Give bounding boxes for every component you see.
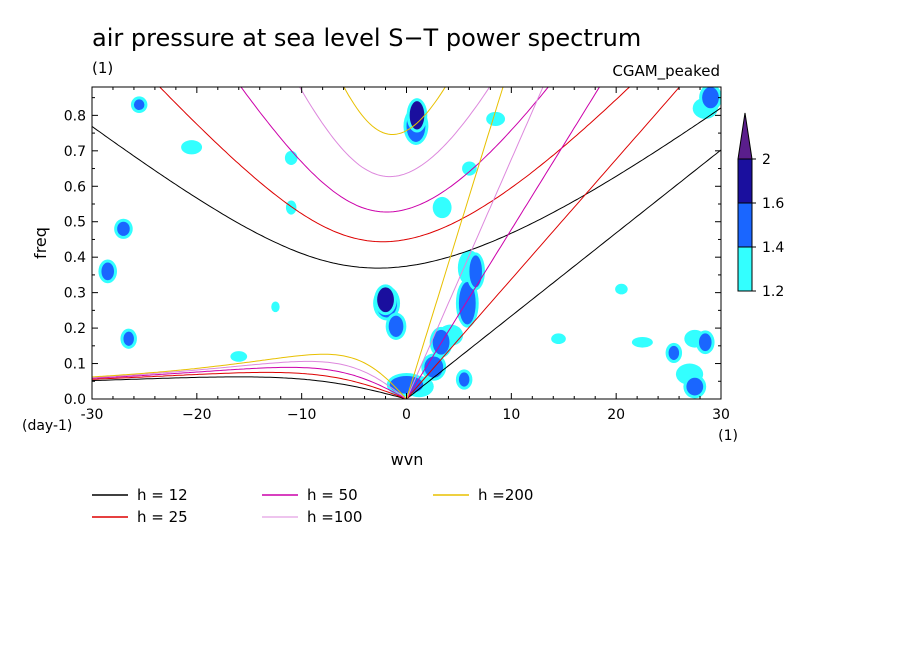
x-axis-label: wvn [391, 450, 424, 469]
spectrum-blob [101, 262, 115, 281]
x-tick-label: 0 [402, 407, 411, 423]
x-tick-label: 30 [712, 407, 730, 423]
chart-title: air pressure at sea level S−T power spec… [92, 24, 641, 52]
colorbar-label: 1.2 [762, 284, 784, 300]
x-tick-label: 20 [607, 407, 625, 423]
spectrum-blob [551, 333, 566, 345]
y-tick-label: 0.4 [64, 250, 86, 266]
curve-kelvin-h200 [406, 87, 504, 399]
spectrum-blob [469, 255, 482, 288]
curve-er-h12 [92, 376, 407, 399]
legend-label: h = 25 [137, 508, 188, 526]
curve-ig-h100 [299, 87, 491, 178]
spectrum-blob [284, 150, 298, 165]
x-tick-label: −20 [182, 407, 212, 423]
spectrum-blob [117, 221, 130, 236]
curve-er-h100 [92, 360, 407, 399]
dispersion-curves [92, 87, 721, 399]
colorbar-label: 2 [762, 152, 771, 168]
spectrum-blob [123, 331, 134, 346]
curve-kelvin-h100 [406, 87, 544, 399]
x-unit-label: (1) [718, 428, 738, 444]
y-tick-label: 0.2 [64, 321, 86, 337]
x-tick-label: -30 [81, 407, 104, 423]
legend-label: h = 12 [137, 486, 188, 504]
legend-label: h = 50 [307, 486, 358, 504]
spectrum-blob [377, 287, 394, 313]
curve-ig-h200 [343, 87, 446, 135]
colorbar-label: 1.6 [762, 196, 784, 212]
legend-label: h =100 [307, 508, 362, 526]
curve-er-h200 [92, 353, 407, 399]
y-axis: 0.0 0.1 0.2 0.3 0.4 0.5 0.6 0.7 0.8 [64, 97, 721, 408]
colorbar-segment [737, 158, 753, 204]
y-axis-label: freq [31, 227, 50, 259]
curve-er-h25 [92, 371, 407, 399]
spectrum-blob [271, 301, 280, 313]
dataset-label: CGAM_peaked [612, 62, 720, 81]
y-tick-label: 0.5 [64, 215, 86, 231]
colorbar-segment [737, 202, 753, 248]
x-axis: -30 −20 −10 0 10 20 30 [81, 87, 730, 423]
y-tick-label: 0.7 [64, 144, 86, 160]
spectrum-blob [181, 140, 203, 155]
colorbar-arrow [737, 112, 753, 160]
curve-ig-h12 [92, 107, 721, 269]
spectrum-blob [486, 111, 506, 126]
curve-ig-h50 [240, 87, 549, 213]
spectrum-blob [458, 372, 470, 387]
spectrum-blob [462, 161, 477, 176]
legend: h = 12 h = 25 h = 50 h =100 h =200 [92, 486, 533, 526]
curve-kelvin-h12 [406, 149, 721, 399]
y-unit-label: (day-1) [22, 418, 72, 434]
colorbar-label: 1.4 [762, 240, 784, 256]
curve-kelvin-h25 [406, 87, 681, 399]
spectrum-blob [615, 283, 628, 295]
curve-ig-h25 [159, 87, 631, 243]
y-tick-label: 0.1 [64, 357, 86, 373]
chart-subtitle: (1) [92, 59, 113, 77]
spectrum-blob [388, 315, 404, 337]
spectrum-blob [631, 336, 653, 348]
spectrum-blob [409, 101, 425, 130]
spectrum-blob [230, 351, 248, 362]
spectrum-blob [698, 333, 712, 352]
spectrum-field [98, 87, 721, 399]
colorbar: 1.2 1.4 1.6 2 [737, 112, 784, 300]
curve-kelvin-h50 [406, 87, 601, 399]
legend-label: h =200 [478, 486, 533, 504]
spectrum-blob [432, 196, 452, 219]
spectrum-blob [668, 345, 680, 360]
spectrum-blob [133, 99, 145, 111]
y-tick-label: 0.3 [64, 286, 86, 302]
x-tick-label: 10 [502, 407, 520, 423]
colorbar-segment [737, 246, 753, 292]
spectrum-blob [285, 200, 297, 215]
y-tick-label: 0.6 [64, 179, 86, 195]
spectrum-blob [458, 282, 476, 325]
y-tick-label: 0.8 [64, 108, 86, 124]
curve-er-h50 [92, 366, 407, 399]
spectrum-blob [686, 377, 704, 396]
y-tick-label: 0.0 [64, 392, 86, 408]
x-tick-label: −10 [287, 407, 317, 423]
spectrum-blob [702, 87, 719, 109]
